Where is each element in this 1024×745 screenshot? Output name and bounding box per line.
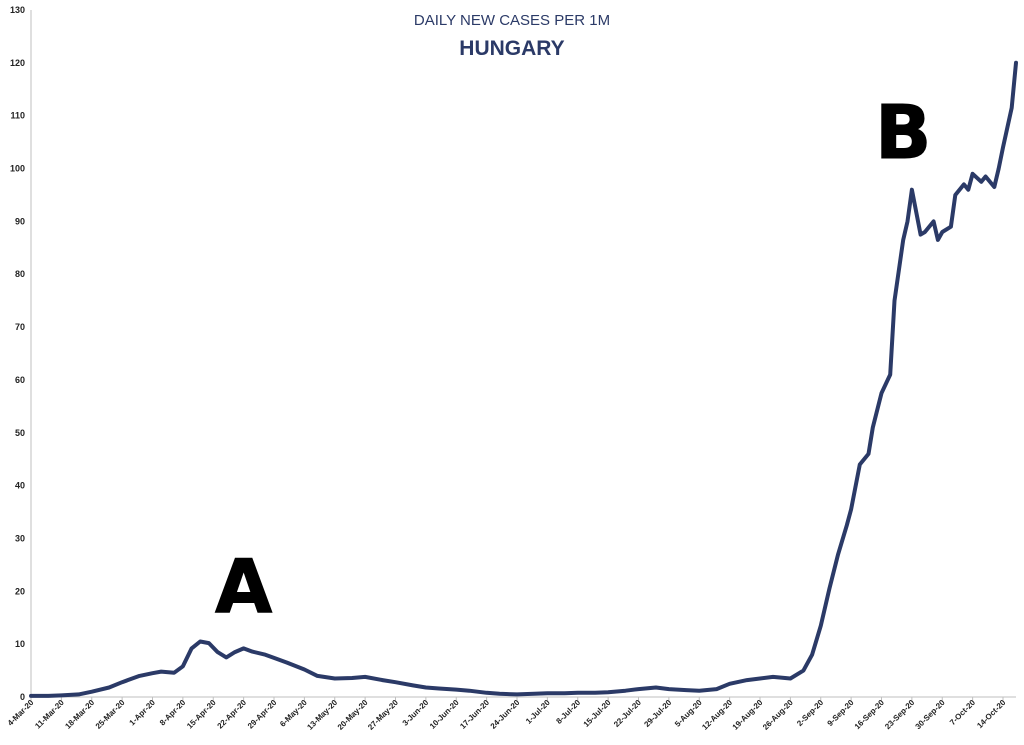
x-tick-label: 18-Mar-20	[63, 698, 96, 731]
y-tick-label: 10	[15, 639, 25, 649]
y-tick-label: 0	[20, 692, 25, 702]
chart-title: DAILY NEW CASES PER 1M	[414, 12, 610, 29]
x-tick-label: 11-Mar-20	[33, 698, 66, 731]
x-tick-label: 10-Jun-20	[428, 698, 461, 731]
x-tick-label: 4-Mar-20	[6, 698, 36, 728]
y-tick-label: 30	[15, 533, 25, 543]
x-tick-label: 22-Jul-20	[612, 698, 643, 729]
y-tick-label: 60	[15, 375, 25, 385]
chart-subtitle: HUNGARY	[459, 37, 564, 60]
x-tick-label: 20-May-20	[336, 698, 370, 732]
x-tick-label: 1-Apr-20	[128, 698, 158, 728]
x-tick-label: 22-Apr-20	[216, 698, 249, 731]
y-tick-label: 130	[10, 5, 25, 15]
x-tick-label: 8-Apr-20	[158, 698, 188, 728]
y-tick-labels: 0 10 20 30 40 50 60 70 80 90 100 110 120 130	[10, 5, 25, 702]
x-tick-label: 6-May-20	[278, 698, 309, 729]
x-tick-label: 13-May-20	[305, 698, 339, 732]
y-tick-label: 20	[15, 586, 25, 596]
y-tick-label: 100	[10, 164, 25, 174]
x-tick-label: 24-Jun-20	[489, 698, 522, 731]
x-tick-label: 29-Apr-20	[246, 698, 279, 731]
x-tick-label: 16-Sep-20	[853, 698, 886, 731]
x-tick-label: 7-Oct-20	[948, 698, 977, 727]
y-tick-label: 50	[15, 428, 25, 438]
x-tick-label: 2-Sep-20	[795, 698, 825, 728]
series-line	[29, 60, 1018, 698]
y-tick-label: 70	[15, 322, 25, 332]
y-tick-label: 80	[15, 269, 25, 279]
y-tick-label: 110	[10, 111, 25, 121]
x-tick-label: 14-Oct-20	[975, 698, 1008, 731]
x-tick-label: 8-Jul-20	[554, 698, 582, 726]
series-group	[29, 60, 1018, 698]
annotation-label: A	[215, 544, 272, 630]
x-tick-label: 3-Jun-20	[401, 698, 431, 728]
x-tick-label: 29-Jul-20	[642, 698, 673, 729]
x-tick-label: 1-Jul-20	[524, 698, 552, 726]
x-tick-label: 5-Aug-20	[673, 698, 704, 729]
x-tick-label: 23-Sep-20	[883, 698, 916, 731]
annotation-group: AB	[214, 89, 931, 630]
y-tick-label: 120	[10, 58, 25, 68]
x-tick-label: 9-Sep-20	[826, 698, 856, 728]
y-tick-label: 90	[15, 216, 25, 226]
x-tick-label: 26-Aug-20	[761, 698, 795, 732]
x-tick-label: 15-Jul-20	[582, 698, 613, 729]
x-tick-label: 12-Aug-20	[700, 698, 734, 732]
x-tick-label: 27-May-20	[366, 698, 400, 732]
y-tick-label: 40	[15, 481, 25, 491]
x-tick-label: 17-Jun-20	[458, 698, 491, 731]
x-tick-label: 25-Mar-20	[94, 698, 127, 731]
annotation-label: B	[875, 90, 931, 176]
x-tick-label: 19-Aug-20	[731, 698, 765, 732]
x-tick-label: 30-Sep-20	[914, 698, 947, 731]
x-tick-label: 15-Apr-20	[185, 698, 218, 731]
